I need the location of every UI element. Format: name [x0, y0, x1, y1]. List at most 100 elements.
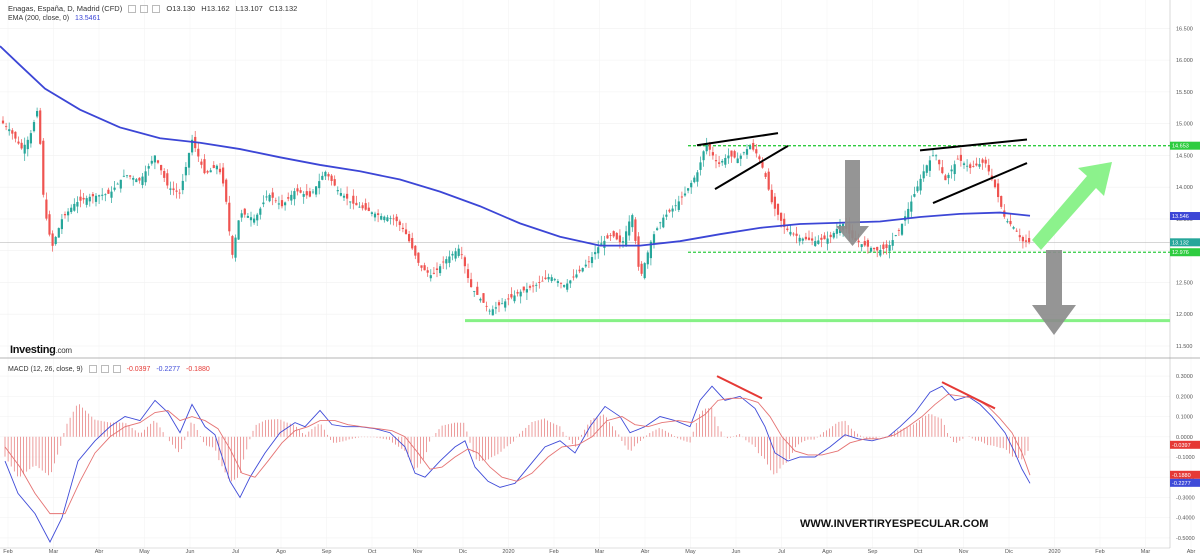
- candle-body: [175, 190, 178, 192]
- candle-body: [931, 155, 935, 157]
- candle-body: [485, 305, 488, 307]
- candle-body: [935, 155, 938, 157]
- candle-body: [76, 202, 79, 207]
- candle-body: [659, 222, 662, 224]
- candle-body: [516, 292, 519, 294]
- candle-body: [451, 253, 454, 256]
- candle-body: [330, 175, 333, 181]
- candle-body: [246, 215, 249, 218]
- x-tick-label: Feb: [1095, 549, 1104, 555]
- candle-body: [959, 154, 962, 161]
- settings-icon[interactable]: [88, 365, 97, 373]
- x-tick-label: May: [685, 549, 696, 555]
- x-tick-label: Jun: [732, 549, 741, 555]
- close-icon[interactable]: [152, 5, 161, 14]
- candle-body: [665, 214, 668, 217]
- macd-line-value: -0.2277: [156, 365, 181, 373]
- candle-body: [231, 236, 234, 255]
- candle-body: [761, 162, 764, 168]
- website-watermark: WWW.INVERTIRYESPECULAR.COM: [800, 518, 989, 530]
- candle-body: [705, 144, 708, 152]
- candle-body: [346, 193, 349, 199]
- candle-body: [370, 212, 373, 214]
- x-tick-label: Abr: [1187, 549, 1196, 555]
- candle-body: [755, 149, 758, 154]
- y-tick-label: 11.500: [1176, 344, 1192, 350]
- x-tick-label: Sep: [322, 549, 332, 555]
- candle-body: [606, 235, 609, 239]
- candle-body: [922, 171, 925, 179]
- y-tick-label: 0.1000: [1176, 415, 1193, 421]
- price-axis-label-bg: [1170, 248, 1200, 257]
- candle-body: [699, 162, 702, 170]
- candle-body: [866, 240, 869, 247]
- eye-icon[interactable]: [140, 5, 149, 14]
- signal-line: [4, 393, 1031, 515]
- candle-body: [138, 177, 141, 181]
- candle-body: [141, 176, 144, 186]
- y-tick-label: 0.0000: [1176, 435, 1193, 441]
- candle-body: [969, 164, 972, 169]
- candle-body: [259, 208, 262, 215]
- trendline: [714, 145, 789, 190]
- x-tick-label: Dic: [1005, 549, 1013, 555]
- candle-body: [597, 247, 600, 254]
- trendline: [696, 132, 779, 147]
- candle-body: [879, 249, 882, 256]
- candle-body: [200, 161, 203, 165]
- x-tick-label: 2020: [1048, 549, 1060, 555]
- candle-body: [1009, 220, 1012, 225]
- y-tick-label: 16.500: [1176, 26, 1193, 32]
- candle-body: [792, 233, 795, 235]
- x-tick-label: Nov: [959, 549, 969, 555]
- candle-body: [101, 194, 104, 196]
- candle-body: [377, 213, 380, 215]
- candle-body: [85, 198, 88, 205]
- candle-body: [439, 266, 442, 274]
- price-axis-label: 12.976: [1172, 250, 1189, 256]
- candle-body: [662, 217, 665, 228]
- candle-body: [98, 195, 101, 197]
- candle-body: [962, 163, 966, 165]
- candle-body: [1024, 240, 1028, 242]
- candle-body: [256, 214, 259, 221]
- candle-body: [730, 150, 733, 157]
- candle-body: [668, 209, 671, 212]
- x-tick-label: Oct: [368, 549, 377, 555]
- candle-body: [94, 195, 98, 202]
- candle-body: [882, 244, 885, 249]
- candle-body: [721, 160, 724, 163]
- candle-body: [1028, 238, 1031, 243]
- candle-body: [832, 232, 835, 238]
- candle-body: [163, 171, 166, 178]
- candle-body: [497, 302, 501, 306]
- eye-icon[interactable]: [100, 365, 109, 373]
- candle-body: [215, 165, 218, 170]
- settings-icon[interactable]: [128, 5, 137, 14]
- candle-body: [885, 244, 888, 249]
- macd-histogram: [4, 404, 1029, 482]
- candle-body: [460, 254, 463, 256]
- candle-body: [764, 173, 767, 177]
- close-icon[interactable]: [112, 365, 121, 373]
- candle-body: [333, 179, 336, 186]
- macd-signal-value: -0.1880: [186, 365, 210, 373]
- candle-body: [113, 187, 116, 190]
- candle-body: [408, 234, 411, 242]
- candle-body: [519, 291, 522, 297]
- candle-body: [311, 191, 315, 193]
- candle-body: [776, 203, 780, 215]
- candle-body: [758, 156, 761, 160]
- candle-body: [569, 280, 572, 284]
- candle-body: [42, 140, 45, 195]
- macd-line: [4, 385, 1031, 543]
- candle-body: [395, 216, 398, 222]
- candle-body: [823, 235, 826, 240]
- candle-body: [237, 220, 240, 240]
- price-axis-label: 14.653: [1172, 144, 1189, 150]
- macd-hist-value: -0.0397: [126, 365, 151, 373]
- candle-body: [364, 203, 367, 210]
- macd-header: MACD (12, 26, close, 9) -0.0397 -0.2277 …: [8, 365, 214, 373]
- candle-body: [129, 175, 132, 177]
- candle-body: [538, 282, 541, 283]
